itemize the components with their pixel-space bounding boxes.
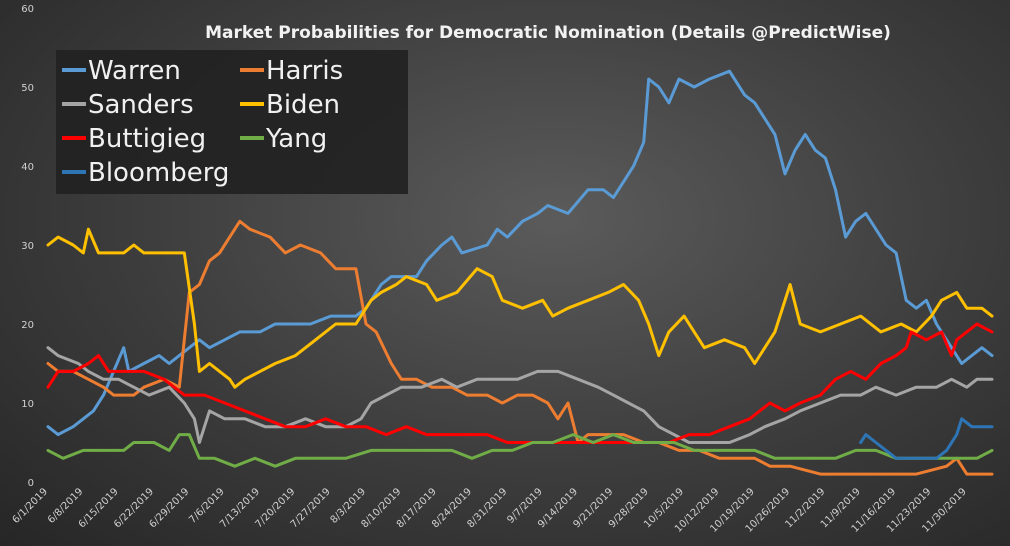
y-tick-label: 10 bbox=[21, 399, 34, 410]
x-axis: 6/1/20196/8/20196/15/20196/22/20196/29/2… bbox=[11, 486, 969, 535]
y-tick-label: 30 bbox=[21, 241, 34, 252]
legend-label-sanders: Sanders bbox=[88, 90, 194, 120]
legend-label-bloomberg: Bloomberg bbox=[88, 158, 229, 188]
y-axis: 0 10 20 30 40 50 60 bbox=[21, 4, 34, 489]
y-tick-label: 20 bbox=[21, 320, 34, 331]
y-tick-label: 40 bbox=[21, 162, 34, 173]
chart-title: Market Probabilities for Democratic Nomi… bbox=[205, 23, 891, 43]
x-tick-label: 6/1/2019 bbox=[11, 486, 51, 526]
legend-label-harris: Harris bbox=[266, 56, 343, 86]
series-lines bbox=[46, 69, 994, 476]
series-line-warren bbox=[46, 69, 994, 437]
y-tick-label: 60 bbox=[21, 4, 34, 15]
legend-box bbox=[56, 50, 408, 194]
series-line-biden bbox=[46, 227, 994, 389]
series-line-sanders bbox=[46, 346, 994, 444]
series-line-harris bbox=[46, 219, 994, 476]
y-tick-label: 0 bbox=[28, 478, 34, 489]
legend-label-biden: Biden bbox=[266, 90, 340, 120]
legend: Warren Harris Sanders Biden Buttigieg Yang Blo… bbox=[56, 50, 408, 194]
legend-label-yang: Yang bbox=[265, 124, 327, 154]
legend-label-warren: Warren bbox=[88, 56, 181, 86]
series-line-bloomberg bbox=[859, 417, 994, 460]
y-tick-label: 50 bbox=[21, 83, 34, 94]
series-line-buttigieg bbox=[46, 322, 994, 444]
series-line-yang bbox=[46, 433, 994, 468]
legend-label-buttigieg: Buttigieg bbox=[88, 124, 206, 154]
